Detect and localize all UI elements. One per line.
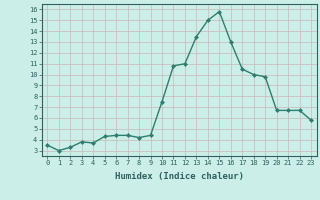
X-axis label: Humidex (Indice chaleur): Humidex (Indice chaleur) bbox=[115, 172, 244, 181]
